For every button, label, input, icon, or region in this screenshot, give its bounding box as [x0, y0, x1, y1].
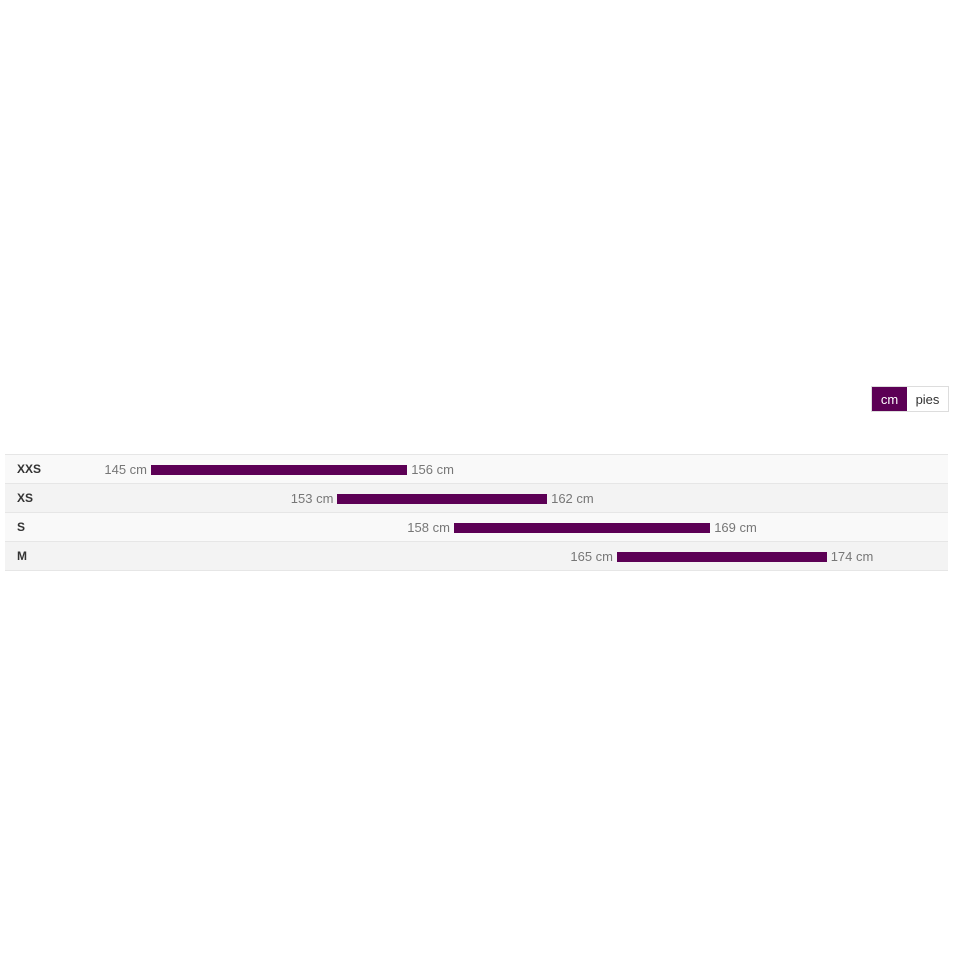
unit-toggle: cm pies: [871, 386, 949, 412]
max-height-label: 156 cm: [411, 462, 454, 477]
size-row: XXS 145 cm 156 cm: [5, 455, 948, 484]
max-height-label: 162 cm: [551, 491, 594, 506]
size-row: XS 153 cm 162 cm: [5, 484, 948, 513]
size-label: XS: [17, 491, 34, 505]
min-height-label: 158 cm: [407, 520, 450, 535]
height-range-bar: [151, 465, 408, 475]
size-label: M: [17, 549, 27, 563]
height-range-bar: [453, 523, 711, 533]
size-row: S 158 cm 169 cm: [5, 513, 948, 542]
max-height-label: 169 cm: [714, 520, 757, 535]
size-range-table: XXS 145 cm 156 cm XS 153 cm 162 cm S 158 cm 169 …: [5, 454, 948, 571]
size-row: M 165 cm 174 cm: [5, 542, 948, 571]
size-label: S: [17, 520, 26, 534]
unit-pies-button[interactable]: pies: [907, 387, 948, 411]
min-height-label: 145 cm: [104, 462, 147, 477]
size-label: XXS: [17, 462, 42, 476]
min-height-label: 165 cm: [570, 549, 613, 564]
min-height-label: 153 cm: [290, 491, 334, 506]
height-range-bar: [617, 552, 827, 562]
unit-cm-button[interactable]: cm: [872, 387, 907, 411]
height-range-bar: [337, 494, 548, 504]
max-height-label: 174 cm: [830, 549, 874, 564]
